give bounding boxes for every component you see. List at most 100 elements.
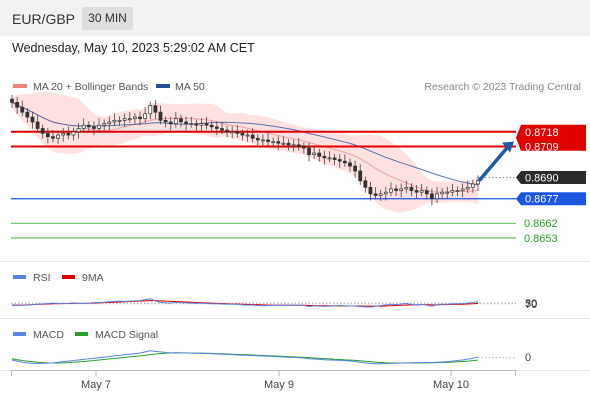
candle-body	[230, 131, 235, 134]
rsi-tick-label: 70	[525, 299, 537, 311]
candle-body	[81, 124, 86, 129]
candle-body	[194, 123, 199, 126]
candle-body	[30, 116, 35, 123]
candle-body	[409, 186, 414, 191]
candle-body	[465, 186, 470, 190]
candle-body	[209, 124, 214, 128]
macd-tick-label: 0	[525, 352, 531, 364]
candle-body	[332, 157, 337, 160]
macd-line	[11, 350, 479, 365]
candle-body	[61, 133, 66, 136]
candle-body	[225, 129, 229, 133]
candle-body	[404, 186, 409, 190]
macd-panel: 0	[11, 350, 531, 365]
candle-body	[10, 98, 14, 103]
candle-body	[173, 118, 178, 124]
candle-body	[214, 126, 219, 129]
candle-body	[148, 105, 153, 115]
candle-body	[255, 137, 260, 141]
candle-body	[66, 133, 71, 136]
candle-body	[394, 188, 398, 191]
price-label-target: 0.8653	[524, 233, 558, 245]
legend-swatch-ma20	[13, 84, 27, 88]
candle-body	[71, 131, 76, 136]
candle-body	[317, 152, 322, 157]
price-label-target: 0.8662	[524, 218, 558, 230]
candle-body	[86, 124, 91, 128]
datetime-label: Wednesday, May 10, 2023 5:29:02 AM CET	[12, 41, 255, 55]
candle-body	[368, 186, 373, 195]
candle-body	[296, 144, 301, 147]
candle-body	[199, 123, 204, 126]
candle-body	[122, 118, 127, 121]
candle-body	[235, 131, 240, 134]
bollinger-band	[12, 91, 478, 213]
candle-body	[327, 157, 332, 160]
legend-swatch-macd	[13, 332, 26, 336]
candle-body	[389, 188, 393, 193]
x-tick-label: May 9	[264, 379, 294, 391]
candle-body	[20, 106, 25, 113]
candle-body	[163, 119, 168, 123]
candle-body	[342, 160, 347, 164]
candle-body	[158, 111, 163, 121]
candle-body	[435, 193, 439, 200]
candle-body	[445, 191, 450, 194]
candle-body	[51, 136, 55, 139]
price-label-resistance: 0.8718	[525, 127, 559, 139]
candle-body	[266, 139, 270, 142]
candle-body	[97, 124, 101, 129]
candle-body	[45, 133, 50, 138]
legend-rsi: RSI	[33, 272, 51, 284]
candle-body	[286, 142, 291, 146]
candle-body	[138, 116, 142, 120]
candle-body	[143, 113, 148, 120]
candle-body	[271, 141, 276, 143]
candle-body	[291, 144, 296, 147]
timeframe-button[interactable]: 30 MIN	[82, 7, 133, 30]
legend-swatch-ma50	[156, 84, 170, 88]
candle-body	[470, 183, 475, 188]
candle-body	[281, 142, 286, 145]
price-panel: 0.8718 0.8709 0.8690 0.8677 0.8662 0.8653	[10, 91, 586, 245]
candle-body	[424, 190, 429, 195]
candle-body	[204, 123, 209, 126]
candle-body	[117, 119, 122, 122]
candle-body	[358, 170, 363, 182]
candle-body	[312, 152, 317, 155]
ma20-line	[11, 101, 479, 193]
price-label-last: 0.8690	[525, 173, 559, 185]
candle-body	[112, 119, 117, 123]
candle-body	[35, 121, 40, 129]
rsi-tick-label: 30	[525, 298, 537, 310]
candle-body	[250, 134, 255, 139]
candle-body	[276, 141, 281, 144]
candle-body	[92, 126, 96, 129]
price-label-badge	[516, 171, 586, 184]
candle-body	[353, 165, 357, 172]
price-label-resistance: 0.8709	[525, 141, 559, 153]
candle-body	[102, 123, 107, 126]
candle-body	[440, 191, 445, 195]
candle-body	[363, 180, 368, 188]
header-bar: EUR/GBP 30 MIN	[0, 0, 590, 36]
candle-body	[168, 121, 173, 124]
candle-body	[430, 193, 434, 200]
candle-body	[189, 123, 194, 125]
projection-arrow-head	[502, 141, 514, 153]
candle-body	[107, 121, 112, 124]
candle-body	[399, 188, 404, 191]
candle-body	[56, 134, 60, 139]
price-label-badge	[516, 124, 586, 151]
candle-body	[383, 191, 388, 195]
candle-body	[133, 116, 137, 120]
candle-body	[15, 102, 20, 108]
candle-body	[348, 162, 352, 167]
rsi-tick-label: 50	[525, 298, 537, 310]
candle-body	[25, 111, 30, 118]
candle-body	[220, 128, 224, 131]
projection-arrow	[478, 143, 511, 182]
x-tick-label: May 10	[433, 379, 469, 391]
